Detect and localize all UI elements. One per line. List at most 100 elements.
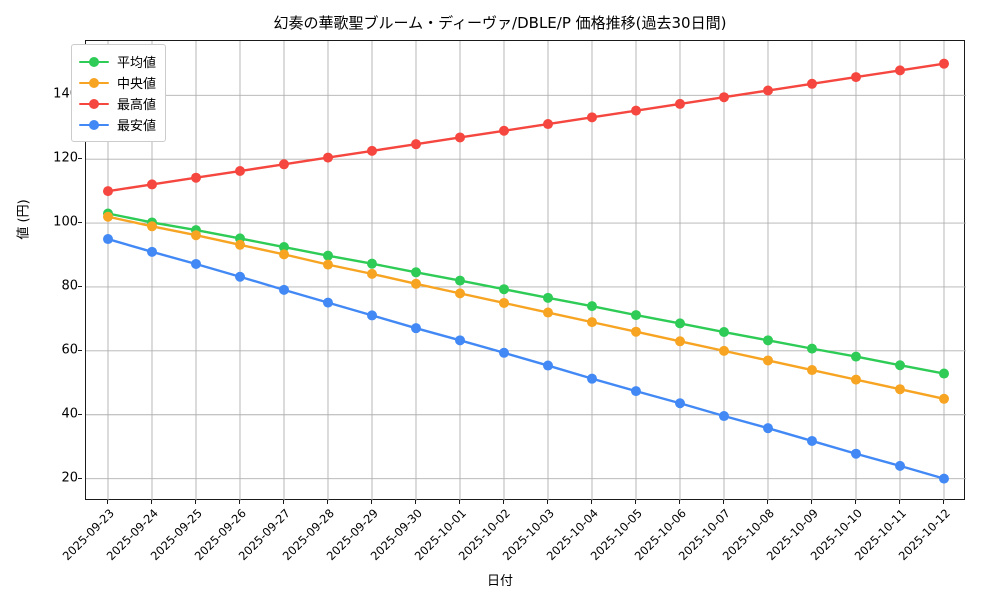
y-axis-tick-mark xyxy=(78,222,82,224)
data-point xyxy=(235,166,245,177)
data-point xyxy=(499,297,509,308)
y-axis-tick-label: 20 xyxy=(61,470,78,486)
data-point xyxy=(763,355,773,366)
data-point xyxy=(147,246,157,257)
y-axis-tick-mark xyxy=(78,349,82,352)
data-point xyxy=(719,327,729,338)
data-point xyxy=(279,249,289,260)
x-axis-tick-mark xyxy=(767,500,769,504)
series-line xyxy=(106,62,946,193)
data-point xyxy=(895,360,905,371)
data-point xyxy=(147,179,157,190)
data-point xyxy=(587,373,597,384)
data-point xyxy=(895,65,905,76)
data-point xyxy=(411,278,421,289)
x-axis-tick-mark xyxy=(503,500,505,504)
data-point xyxy=(411,323,421,334)
data-point xyxy=(939,473,949,484)
legend-marker-icon xyxy=(79,118,109,132)
plot-area xyxy=(85,40,966,501)
data-point xyxy=(455,288,465,299)
data-point xyxy=(455,132,465,143)
data-point xyxy=(807,78,817,89)
x-axis-tick-mark xyxy=(151,500,153,504)
y-axis-tick-mark xyxy=(78,285,82,288)
x-axis-tick-mark xyxy=(899,500,901,504)
data-point xyxy=(367,145,377,156)
data-point xyxy=(675,98,685,109)
data-point xyxy=(675,318,685,329)
data-point xyxy=(279,284,289,295)
x-axis-tick-mark xyxy=(459,500,461,504)
data-point xyxy=(367,268,377,279)
x-axis-tick-mark xyxy=(239,500,241,504)
series-3 xyxy=(103,58,949,197)
data-point xyxy=(807,343,817,354)
x-axis-title: 日付 xyxy=(486,574,513,589)
data-point xyxy=(455,275,465,286)
legend-item[interactable]: 中央値 xyxy=(79,72,156,93)
y-axis-tick-label: 100 xyxy=(53,214,78,230)
series-line xyxy=(106,237,946,480)
data-point xyxy=(499,284,509,295)
data-point xyxy=(543,307,553,318)
legend-marker-icon xyxy=(79,97,109,111)
data-point xyxy=(323,297,333,308)
data-point xyxy=(191,258,201,269)
data-point xyxy=(323,250,333,261)
data-point xyxy=(763,335,773,346)
data-point xyxy=(939,368,949,379)
data-point xyxy=(543,119,553,130)
y-axis-tick-label: 60 xyxy=(61,342,78,358)
x-axis-tick-mark xyxy=(107,500,109,504)
series-4 xyxy=(103,234,949,484)
series-2 xyxy=(103,211,949,404)
chart-legend: 平均値 中央値最高値最安値 xyxy=(71,44,167,142)
data-point xyxy=(367,310,377,321)
y-axis-tick-label: 40 xyxy=(61,406,78,422)
data-point xyxy=(851,351,861,362)
data-point xyxy=(763,85,773,96)
legend-marker-icon xyxy=(79,76,109,90)
data-point xyxy=(279,159,289,170)
x-axis-tick-mark xyxy=(855,500,857,504)
y-axis-tick-label: 120 xyxy=(53,150,78,166)
data-point xyxy=(807,435,817,446)
legend-label: 平均値 xyxy=(117,56,157,71)
legend-item[interactable]: 平均値 xyxy=(79,51,156,72)
y-axis-tick-mark xyxy=(78,158,82,160)
legend-item[interactable]: 最安値 xyxy=(79,114,156,135)
data-point xyxy=(191,230,201,241)
legend-item[interactable]: 最高値 xyxy=(79,93,156,114)
x-axis-tick-mark xyxy=(327,500,329,504)
data-point xyxy=(939,58,949,69)
data-point xyxy=(631,326,641,337)
x-axis-tick-mark xyxy=(723,500,725,504)
x-axis-tick-mark xyxy=(547,500,549,504)
legend-label: 最高値 xyxy=(117,98,157,113)
data-point xyxy=(103,234,113,245)
y-axis-tick-mark xyxy=(78,413,82,415)
data-point xyxy=(675,398,685,409)
x-axis-tick-mark xyxy=(679,500,681,504)
data-point xyxy=(631,386,641,397)
data-point xyxy=(499,125,509,136)
series-line xyxy=(106,212,946,375)
plot-svg xyxy=(86,41,966,501)
data-point xyxy=(235,271,245,282)
data-point xyxy=(631,105,641,116)
data-point xyxy=(587,112,597,123)
legend-marker-icon xyxy=(79,55,109,69)
data-point xyxy=(367,258,377,269)
data-point xyxy=(191,172,201,183)
y-axis-title: 値 (円) xyxy=(16,199,32,240)
data-point xyxy=(631,310,641,321)
data-point xyxy=(279,242,289,253)
legend-label: 最安値 xyxy=(117,119,157,134)
data-point xyxy=(455,335,465,346)
data-point xyxy=(895,460,905,471)
x-axis-tick-mark xyxy=(943,500,945,504)
data-point xyxy=(543,292,553,303)
x-axis-tick-mark xyxy=(283,500,285,504)
